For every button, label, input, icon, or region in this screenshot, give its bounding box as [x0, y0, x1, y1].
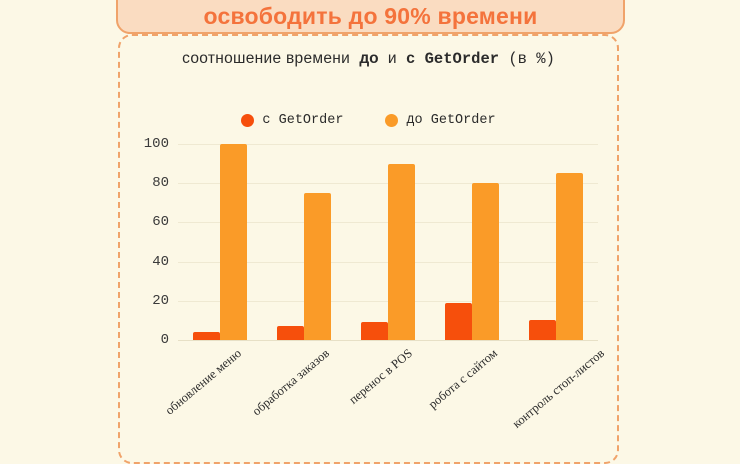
bar-group: [514, 144, 598, 340]
legend-label: с GetOrder: [262, 113, 344, 128]
y-tick-label: 20: [152, 292, 169, 309]
x-axis-label: обработка заказов: [249, 346, 332, 419]
y-tick-label: 40: [152, 253, 169, 270]
bar-group: [178, 144, 262, 340]
bar-do-getorder[interactable]: [388, 163, 415, 340]
bar-s-getorder[interactable]: [193, 332, 220, 340]
bar-group: [430, 144, 514, 340]
y-tick-label: 100: [143, 136, 169, 152]
bar-s-getorder[interactable]: [529, 320, 556, 340]
legend-item-do-getorder[interactable]: до GetOrder: [385, 113, 496, 128]
bar-do-getorder[interactable]: [220, 144, 247, 340]
y-tick-label: 80: [152, 175, 169, 192]
legend-label: до GetOrder: [406, 113, 496, 128]
x-axis-label: робота с сайтом: [425, 346, 500, 412]
chart-card: соотношение времени до и с GetOrder (в %…: [118, 34, 619, 464]
legend-swatch-icon: [241, 114, 255, 127]
headline-banner-text: освободить до 90% времени: [203, 3, 538, 29]
chart-legend: с GetOrder до GetOrder: [120, 113, 617, 128]
x-axis-label: контроль стоп-листов: [509, 346, 607, 431]
bar-group: [346, 144, 430, 340]
legend-item-s-getorder[interactable]: с GetOrder: [241, 113, 343, 128]
y-tick-label: 60: [152, 214, 169, 231]
x-axis-label: обновление меню: [162, 346, 244, 418]
bar-do-getorder[interactable]: [304, 193, 331, 340]
bar-s-getorder[interactable]: [361, 322, 388, 340]
bar-groups: [178, 144, 598, 340]
gridline-100: [178, 144, 598, 145]
chart-title-part-4: с GetOrder: [406, 50, 500, 68]
bar-s-getorder[interactable]: [277, 326, 304, 340]
legend-swatch-icon: [385, 114, 399, 127]
gridline-0: [178, 340, 598, 341]
bar-s-getorder[interactable]: [445, 302, 472, 340]
bar-do-getorder[interactable]: [472, 183, 499, 340]
bar-do-getorder[interactable]: [556, 173, 583, 340]
bar-group: [262, 144, 346, 340]
x-axis-labels: обновление меню обработка заказов перено…: [163, 342, 607, 462]
chart-title-part-1: соотношение времени: [182, 50, 351, 67]
headline-banner: освободить до 90% времени: [116, 0, 625, 34]
chart-title: соотношение времени до и с GetOrder (в %…: [120, 50, 617, 68]
chart-title-part-3: и: [387, 50, 397, 67]
plot-area: 100 80 60 40 20 0: [144, 136, 598, 348]
chart-title-part-5: (в %): [508, 50, 555, 68]
chart-title-part-2: до: [359, 50, 379, 67]
y-tick-label: 0: [160, 332, 169, 348]
x-axis-label: перенос в POS: [346, 346, 415, 407]
